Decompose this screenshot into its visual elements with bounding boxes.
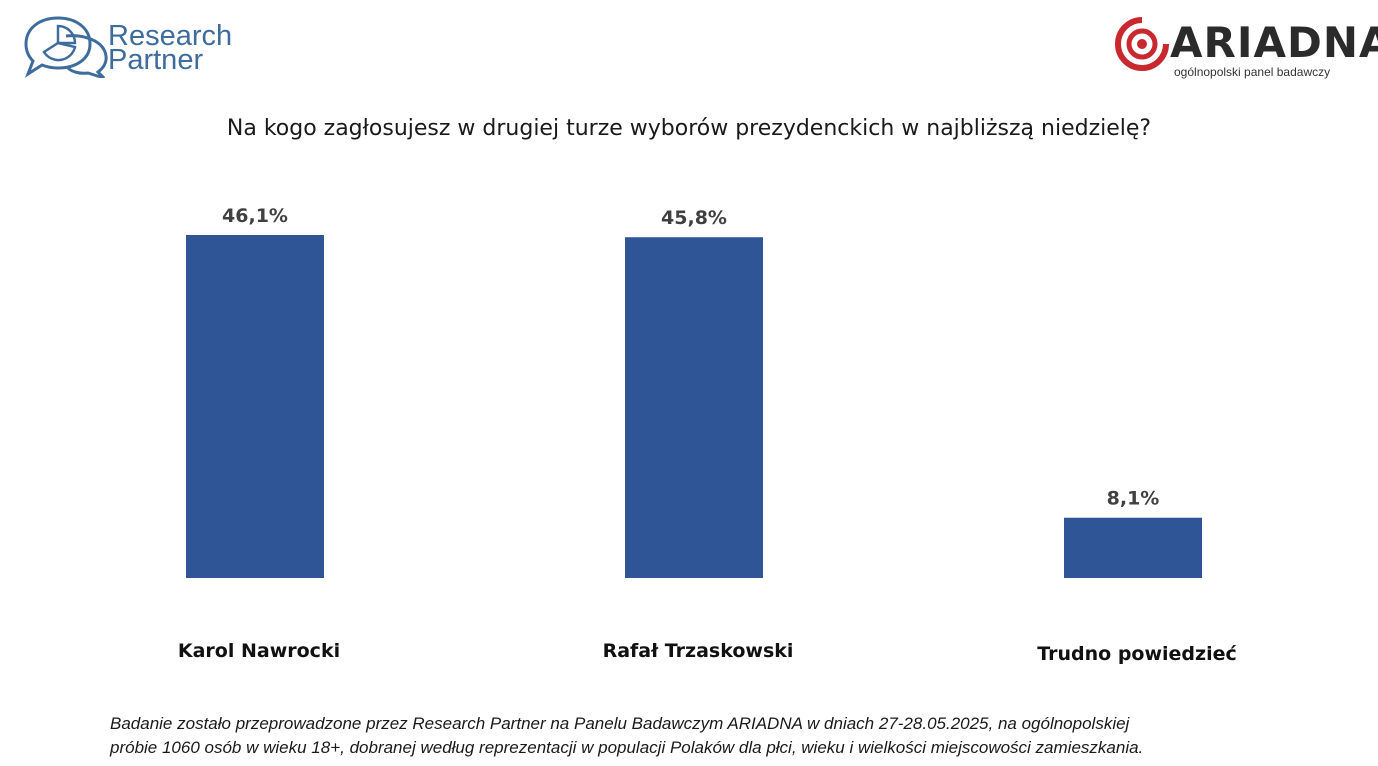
logo-line-2: Partner: [108, 44, 204, 76]
footnote-line-2: próbie 1060 osób w wieku 18+, dobranej w…: [110, 738, 1144, 757]
category-label: Karol Nawrocki: [178, 640, 340, 662]
ariadna-wordmark: ARIADNA: [1170, 18, 1378, 67]
category-label: Trudno powiedzieć: [1037, 643, 1237, 665]
research-partner-logo: Research Partner: [20, 14, 240, 78]
bar: [1064, 517, 1202, 578]
bar-value-label: 45,8%: [661, 207, 727, 229]
footnote-line-1: Badanie zostało przeprowadzone przez Res…: [110, 714, 1130, 733]
chat-bubbles-pie-icon: [24, 16, 108, 78]
bar-value-label: 8,1%: [1107, 488, 1160, 510]
chart-title: Na kogo zagłosujesz w drugiej turze wybo…: [226, 116, 1152, 141]
bar-chart: 46,1% Karol Nawrocki 45,8% Rafał Trzaskowsk…: [178, 205, 1237, 665]
spiral-circle-icon: [1115, 17, 1169, 71]
category-label: Rafał Trzaskowski: [603, 640, 794, 662]
ariadna-subtitle: ogólnopolski panel badawczy: [1174, 65, 1331, 79]
bar: [625, 237, 763, 578]
research-partner-wordmark: Research Partner: [108, 20, 248, 76]
ariadna-logo: ARIADNA ogólnopolski panel badawczy: [1112, 14, 1378, 84]
bar: [186, 235, 324, 578]
bar-value-label: 46,1%: [222, 205, 288, 227]
footnote: Badanie zostało przeprowadzone przez Res…: [110, 712, 1310, 760]
logo-line-1: Research: [108, 20, 233, 52]
